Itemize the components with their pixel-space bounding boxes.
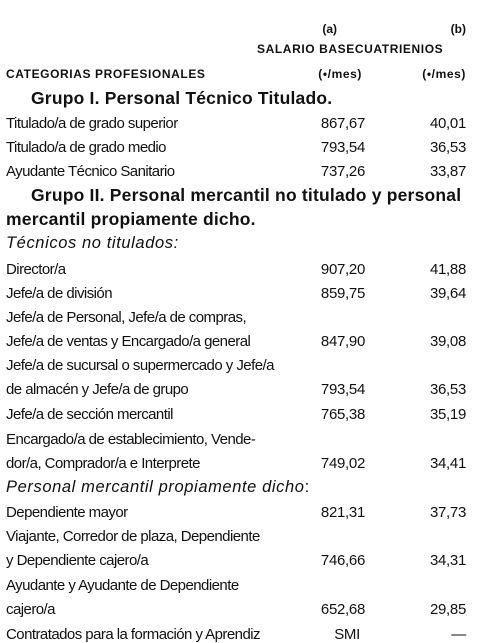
row-label-jefe-personal-line-1: Jefe/a de Personal, Jefe/a de compras, [6, 309, 247, 326]
row-value-a-viajante: 746,66 [320, 552, 365, 569]
unit-a-header: (•/mes) [318, 67, 362, 81]
column-b-marker: (b) [450, 22, 466, 36]
row-value-b-dependiente-mayor: 37,73 [429, 504, 466, 521]
salario-header: SALARIO BASECUATRIENIOS [257, 42, 444, 56]
row-value-b-encargado: 34,41 [429, 455, 466, 472]
row-value-b-jefe-personal: 39,08 [429, 333, 466, 350]
row-value-b-jefe-division: 39,64 [429, 285, 466, 302]
unit-b-header: (•/mes) [422, 67, 466, 81]
row-label-jefe-seccion: Jefe/a de sección mercantil [6, 406, 173, 423]
row-label-ayudante-line-2: cajero/a [6, 601, 56, 618]
group-1-title: Grupo I. Personal Técnico Titulado. [31, 88, 333, 108]
row-label-dependiente-mayor: Dependiente mayor [6, 504, 128, 521]
row-value-a-jefe-personal: 847,90 [320, 333, 365, 350]
row-value-a-dependiente-mayor: 821,31 [320, 504, 365, 521]
row-label-ayudante-tecnico: Ayudante Técnico Sanitario [6, 163, 175, 180]
row-value-a-contratados: SMI [334, 626, 360, 643]
row-label-contratados: Contratados para la formación y Aprendiz [6, 626, 261, 643]
group-2-title-line-1: Grupo II. Personal mercantil no titulado… [31, 185, 462, 205]
column-a-marker: (a) [322, 22, 337, 36]
row-value-b-ayudante: 29,85 [429, 601, 466, 618]
row-value-b-viajante: 34,31 [429, 552, 466, 569]
row-label-encargado-line-2: dor/a, Comprador/a e Interprete [6, 455, 200, 472]
row-label-titulado-medio: Titulado/a de grado medio [6, 139, 167, 156]
row-value-b-titulado-superior: 40,01 [429, 115, 466, 132]
row-label-viajante-line-1: Viajante, Corredor de plaza, Dependiente [6, 528, 260, 545]
row-value-a-encargado: 749,02 [320, 455, 365, 472]
row-label-jefe-division: Jefe/a de división [6, 285, 113, 302]
row-value-a-titulado-superior: 867,67 [320, 115, 365, 132]
mercantil-heading-colon: : [304, 478, 310, 496]
row-label-viajante-line-2: y Dependiente cajero/a [6, 552, 149, 569]
row-value-a-ayudante-tecnico: 737,26 [320, 163, 365, 180]
row-label-encargado-line-1: Encargado/a de establecimiento, Vende- [6, 431, 256, 448]
row-value-a-jefe-seccion: 765,38 [320, 406, 365, 423]
row-value-a-director: 907,20 [320, 261, 365, 278]
row-value-a-jefe-division: 859,75 [320, 285, 365, 302]
row-value-b-contratados: — [451, 626, 466, 643]
row-label-jefe-sucursal-line-1: Jefe/a de sucursal o supermercado y Jefe… [6, 357, 274, 374]
tecnicos-heading: Técnicos no titulados: [6, 234, 179, 252]
mercantil-heading-text: Personal mercantil propiamente dicho [6, 478, 305, 496]
row-label-director: Director/a [6, 261, 66, 278]
row-value-b-jefe-seccion: 35,19 [429, 406, 466, 423]
row-value-b-director: 41,88 [429, 261, 466, 278]
categorias-header: CATEGORIAS PROFESIONALES [6, 67, 206, 81]
row-value-b-jefe-sucursal: 36,53 [429, 381, 466, 398]
row-value-b-titulado-medio: 36,53 [429, 139, 466, 156]
row-label-titulado-superior: Titulado/a de grado superior [6, 115, 178, 132]
row-value-a-jefe-sucursal: 793,54 [320, 381, 365, 398]
group-2-title-line-2: mercantil propiamente dicho. [6, 209, 256, 229]
row-value-a-titulado-medio: 793,54 [320, 139, 365, 156]
row-value-a-ayudante: 652,68 [320, 601, 365, 618]
row-label-jefe-sucursal-line-2: de almacén y Jefe/a de grupo [6, 381, 189, 398]
row-value-b-ayudante-tecnico: 33,87 [429, 163, 466, 180]
row-label-ayudante-line-1: Ayudante y Ayudante de Dependiente [6, 577, 239, 594]
row-label-jefe-personal-line-2: Jefe/a de ventas y Encargado/a general [6, 333, 251, 350]
mercantil-heading: Personal mercantil propiamente dicho: [6, 478, 309, 497]
